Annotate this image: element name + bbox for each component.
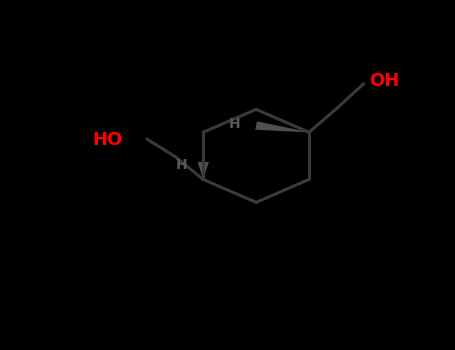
Text: HO: HO [92,131,122,148]
Text: OH: OH [369,72,399,90]
Polygon shape [197,162,209,180]
Text: H: H [228,117,240,131]
Polygon shape [255,121,309,132]
Text: H: H [176,158,187,172]
